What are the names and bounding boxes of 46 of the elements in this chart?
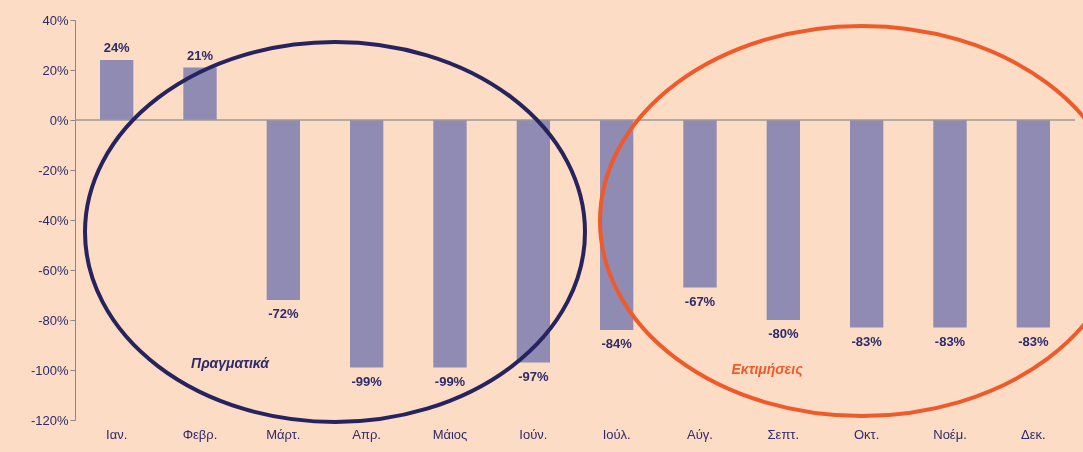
x-tick-label: Φεβρ. <box>182 426 218 442</box>
x-tick-label: Μάρτ. <box>266 426 301 442</box>
y-tick-label: -20% <box>38 162 69 178</box>
x-tick-label: Νοέμ. <box>933 426 967 442</box>
y-tick-label: -120% <box>30 412 69 428</box>
data-label: 24% <box>103 40 131 55</box>
y-tick-label: -40% <box>38 212 69 228</box>
data-label: -83% <box>1018 333 1049 349</box>
bar <box>850 120 884 328</box>
bar <box>933 120 967 328</box>
annotation: Πραγματικά <box>191 355 271 371</box>
bar <box>433 120 467 368</box>
y-tick-label: -60% <box>38 262 69 278</box>
bar <box>683 120 717 288</box>
data-label: -83% <box>934 333 966 349</box>
x-tick-label: Αύγ. <box>687 426 713 442</box>
x-tick-label: Μάιος <box>432 426 468 442</box>
data-label: 21% <box>186 47 214 63</box>
bar <box>516 120 550 363</box>
bar <box>266 120 300 300</box>
data-label: -99% <box>351 373 383 389</box>
x-tick-label: Ιούν. <box>519 426 548 442</box>
x-tick-label: Οκτ. <box>853 426 880 442</box>
x-tick-label: Ιούλ. <box>602 426 631 442</box>
x-tick-label: Απρ. <box>352 426 381 442</box>
data-label: -83% <box>851 333 883 349</box>
x-tick-label: Σεπτ. <box>767 426 800 442</box>
y-tick-label: 20% <box>42 62 69 78</box>
data-label: -80% <box>768 326 799 341</box>
annotation: Εκτιμήσεις <box>731 361 804 377</box>
bar <box>100 60 134 120</box>
data-label: -67% <box>684 293 716 309</box>
y-tick-label: -80% <box>38 312 69 328</box>
bar <box>350 120 384 368</box>
data-label: -84% <box>601 336 633 351</box>
y-tick-label: -100% <box>30 362 69 378</box>
x-tick-label: Δεκ. <box>1021 426 1046 442</box>
data-label: -72% <box>268 306 299 321</box>
data-label: -99% <box>434 373 466 389</box>
y-tick-label: 0% <box>49 112 69 128</box>
y-tick-label: 40% <box>42 12 69 28</box>
data-label: -97% <box>518 368 549 384</box>
bar <box>1016 120 1050 328</box>
bar <box>183 67 217 120</box>
x-tick-label: Ιαν. <box>106 426 128 442</box>
bar <box>766 120 800 320</box>
